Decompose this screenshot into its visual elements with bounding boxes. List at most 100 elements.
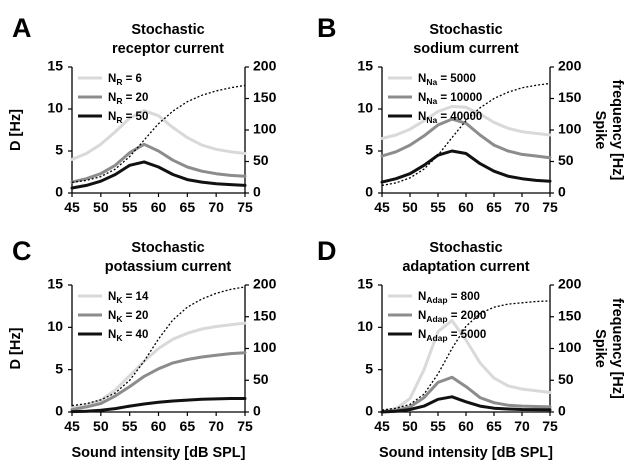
y-tick-label: 10 xyxy=(47,318,63,334)
x-tick-label: 65 xyxy=(180,199,196,215)
y-tick-label: 0 xyxy=(55,403,63,419)
x-tick-label: 45 xyxy=(64,199,80,215)
right-y-tick-label: 200 xyxy=(558,276,582,292)
right-y-axis-label-line-2: frequency [Hz] xyxy=(609,298,625,399)
spike-frequency-line xyxy=(381,82,551,187)
panel-title-line-2: potassium current xyxy=(105,259,232,275)
x-tick-label: 50 xyxy=(402,199,418,215)
panel-title-line-2: adaptation current xyxy=(402,259,529,275)
panel-title-line-1: Stochastic xyxy=(429,240,502,256)
legend-label: NNa = 10000 xyxy=(418,92,482,106)
series-line-2 xyxy=(380,117,552,160)
y-tick-label: 5 xyxy=(55,360,63,376)
right-y-tick-label: 0 xyxy=(253,184,261,200)
y-axis-label: D [Hz] xyxy=(8,109,24,151)
right-y-tick-label: 150 xyxy=(253,307,277,323)
right-y-axis-label-line-1: Spike xyxy=(592,111,608,150)
series-line-1 xyxy=(70,109,247,161)
series-line-3 xyxy=(70,160,247,190)
x-tick-label: 70 xyxy=(208,418,224,434)
right-y-axis-label-line-2: frequency [Hz] xyxy=(609,80,625,181)
x-tick-label: 60 xyxy=(151,418,167,434)
right-y-tick-label: 50 xyxy=(558,152,574,168)
y-tick-label: 0 xyxy=(365,184,373,200)
series-line-2 xyxy=(380,375,552,414)
series-line-2 xyxy=(70,142,247,184)
x-tick-label: 60 xyxy=(458,418,474,434)
y-tick-label: 5 xyxy=(365,360,373,376)
right-y-tick-label: 0 xyxy=(558,184,566,200)
x-tick-label: 65 xyxy=(180,418,196,434)
right-y-tick-label: 150 xyxy=(253,89,277,105)
panel-letter: B xyxy=(317,13,337,43)
y-tick-label: 5 xyxy=(55,142,63,158)
y-axis-label: D [Hz] xyxy=(8,327,24,369)
y-tick-label: 15 xyxy=(357,276,373,292)
y-tick-label: 15 xyxy=(47,276,63,292)
x-tick-label: 55 xyxy=(430,199,446,215)
legend-label: NK = 40 xyxy=(108,329,148,343)
right-y-tick-label: 0 xyxy=(558,403,566,419)
spike-frequency-line xyxy=(71,286,246,407)
right-y-tick-label: 200 xyxy=(253,58,277,74)
right-y-tick-label: 150 xyxy=(558,307,582,323)
y-tick-label: 15 xyxy=(357,58,373,74)
series-line-3 xyxy=(70,397,247,414)
spike-frequency-line xyxy=(381,300,551,411)
right-y-tick-label: 100 xyxy=(253,121,277,137)
right-y-axis-label-line-1: Spike xyxy=(592,329,608,368)
legend-label: NK = 14 xyxy=(108,291,149,305)
x-tick-label: 55 xyxy=(122,418,138,434)
right-y-tick-label: 200 xyxy=(253,276,277,292)
y-tick-label: 10 xyxy=(357,318,373,334)
x-tick-label: 70 xyxy=(208,199,224,215)
y-tick-label: 0 xyxy=(365,403,373,419)
x-tick-label: 60 xyxy=(151,199,167,215)
x-tick-label: 65 xyxy=(486,199,502,215)
y-tick-label: 10 xyxy=(357,100,373,116)
legend-label: NR = 20 xyxy=(108,92,148,106)
right-y-tick-label: 0 xyxy=(253,403,261,419)
right-y-tick-label: 100 xyxy=(253,339,277,355)
y-tick-label: 15 xyxy=(47,58,63,74)
legend-label: NNa = 40000 xyxy=(418,111,482,125)
legend-label: NR = 50 xyxy=(108,111,148,125)
panel-title-line-1: Stochastic xyxy=(429,22,502,38)
right-y-tick-label: 200 xyxy=(558,58,582,74)
series-line-2 xyxy=(70,351,247,411)
x-tick-label: 45 xyxy=(64,418,80,434)
right-y-tick-label: 100 xyxy=(558,121,582,137)
x-tick-label: 75 xyxy=(542,418,558,434)
series-line-1 xyxy=(380,319,552,413)
spike-frequency-line xyxy=(71,84,246,183)
x-tick-label: 55 xyxy=(430,418,446,434)
x-tick-label: 60 xyxy=(458,199,474,215)
legend-label: NK = 20 xyxy=(108,310,148,324)
legend-label: NR = 6 xyxy=(108,73,142,87)
panel-title-line-2: receptor current xyxy=(112,41,224,57)
legend-label: NNa = 5000 xyxy=(418,73,476,87)
x-tick-label: 65 xyxy=(486,418,502,434)
x-axis-label: Sound intensity [dB SPL] xyxy=(379,445,553,461)
panel-letter: C xyxy=(12,236,32,266)
x-tick-label: 45 xyxy=(374,418,390,434)
x-tick-label: 45 xyxy=(374,199,390,215)
x-tick-label: 50 xyxy=(402,418,418,434)
panel-letter: A xyxy=(12,13,32,43)
series-line-1 xyxy=(70,321,247,410)
series-line-1 xyxy=(380,105,552,140)
right-y-tick-label: 50 xyxy=(253,152,269,168)
y-tick-label: 5 xyxy=(365,142,373,158)
x-tick-label: 75 xyxy=(237,418,253,434)
x-tick-label: 70 xyxy=(514,418,530,434)
x-tick-label: 75 xyxy=(237,199,253,215)
right-y-tick-label: 100 xyxy=(558,339,582,355)
legend-label: NAdap = 800 xyxy=(418,291,480,305)
panel-title-line-1: Stochastic xyxy=(131,22,204,38)
right-y-tick-label: 50 xyxy=(558,371,574,387)
